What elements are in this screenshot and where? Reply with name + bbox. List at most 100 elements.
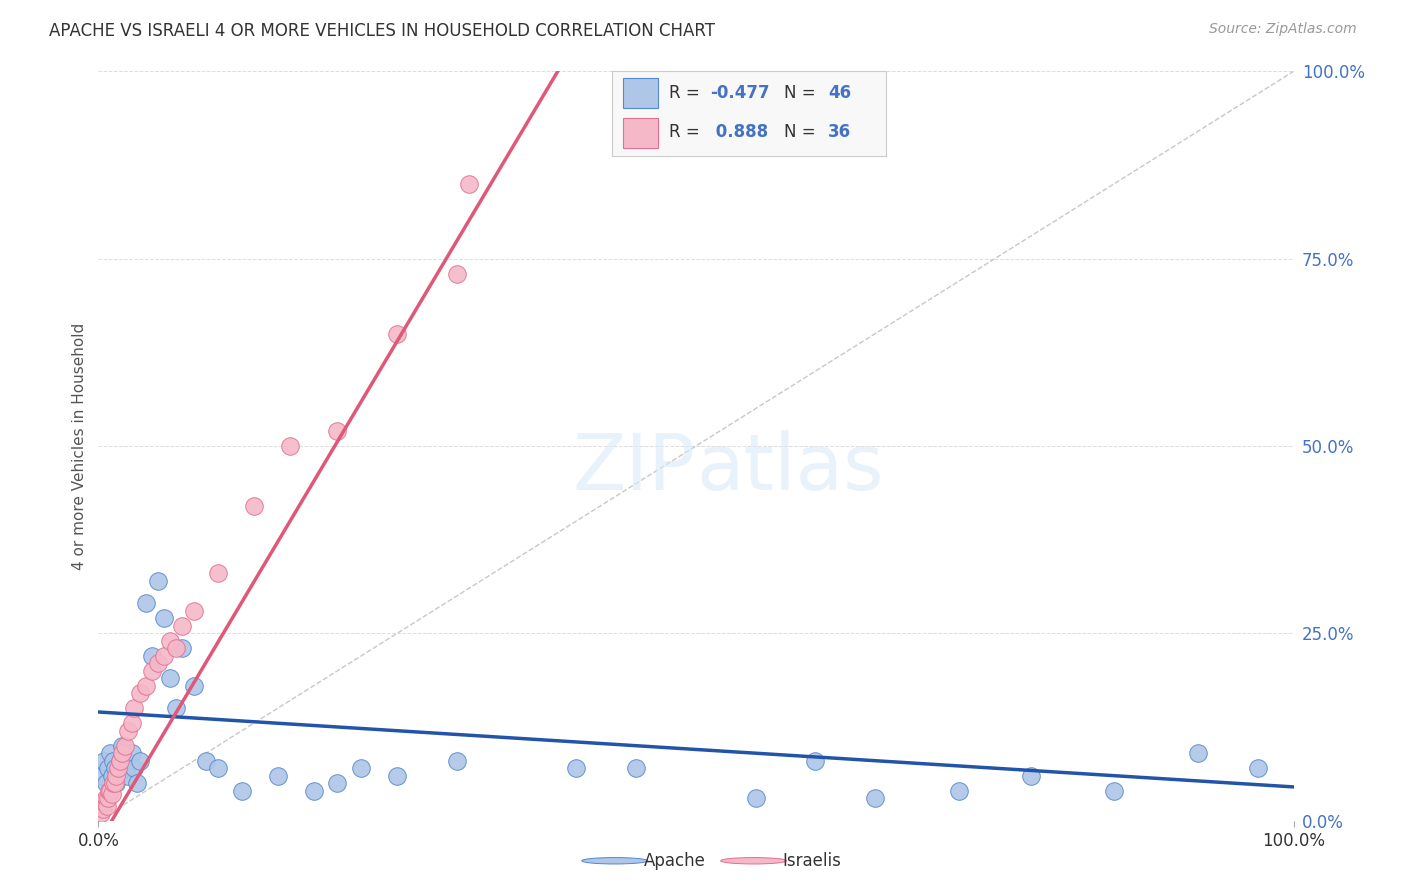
Point — [108, 754, 131, 768]
Text: R =: R = — [669, 123, 706, 141]
Text: APACHE VS ISRAELI 4 OR MORE VEHICLES IN HOUSEHOLD CORRELATION CHART: APACHE VS ISRAELI 4 OR MORE VEHICLES IN … — [49, 22, 716, 40]
Point — [97, 761, 120, 775]
Circle shape — [721, 857, 786, 864]
Point — [114, 761, 136, 775]
Point — [159, 633, 181, 648]
Point — [105, 769, 128, 783]
Point — [243, 499, 266, 513]
Point — [124, 761, 146, 775]
Text: 0.888: 0.888 — [710, 123, 769, 141]
Point — [231, 783, 253, 797]
Point — [90, 806, 112, 821]
Point — [302, 783, 325, 797]
Point — [111, 739, 134, 753]
Text: 36: 36 — [828, 123, 851, 141]
Point — [350, 761, 373, 775]
Point — [326, 776, 349, 790]
Point — [93, 754, 115, 768]
Point — [107, 769, 129, 783]
Point — [105, 776, 128, 790]
Point — [326, 424, 349, 438]
Point — [141, 648, 163, 663]
Point — [129, 686, 152, 700]
Point — [804, 754, 827, 768]
Text: Israelis: Israelis — [783, 852, 842, 870]
Point — [96, 798, 118, 813]
Point — [446, 267, 468, 281]
Point — [1247, 761, 1270, 775]
Point — [117, 769, 139, 783]
Point — [114, 739, 136, 753]
Text: -0.477: -0.477 — [710, 84, 770, 102]
Point — [101, 754, 124, 768]
Point — [165, 701, 187, 715]
Circle shape — [582, 857, 648, 864]
Point — [207, 761, 229, 775]
Text: Apache: Apache — [644, 852, 706, 870]
Point — [458, 177, 481, 191]
Point — [94, 776, 117, 790]
Point — [98, 783, 121, 797]
Point — [183, 604, 205, 618]
Point — [98, 746, 122, 760]
Point — [446, 754, 468, 768]
Bar — [623, 118, 658, 147]
Point — [129, 754, 152, 768]
Point — [93, 795, 115, 809]
Point — [135, 679, 157, 693]
Point — [385, 769, 409, 783]
Point — [1019, 769, 1042, 783]
Point — [948, 783, 970, 797]
Point — [172, 641, 194, 656]
Point — [115, 754, 138, 768]
Text: ZIP: ZIP — [574, 431, 696, 507]
Point — [98, 783, 122, 797]
Bar — [623, 78, 658, 108]
Point — [207, 566, 229, 581]
Point — [148, 657, 170, 671]
Text: N =: N = — [785, 84, 821, 102]
Point — [91, 769, 114, 783]
Point — [111, 746, 134, 760]
Point — [100, 788, 122, 802]
Point — [267, 769, 290, 783]
Point — [97, 791, 120, 805]
Point — [278, 439, 301, 453]
Y-axis label: 4 or more Vehicles in Household: 4 or more Vehicles in Household — [72, 322, 87, 570]
Point — [159, 671, 181, 685]
Point — [745, 791, 768, 805]
Point — [135, 596, 157, 610]
Point — [107, 761, 129, 775]
Point — [108, 754, 131, 768]
Point — [865, 791, 887, 805]
Point — [141, 664, 163, 678]
Point — [165, 641, 187, 656]
Text: atlas: atlas — [696, 431, 883, 507]
Point — [121, 746, 143, 760]
Text: Source: ZipAtlas.com: Source: ZipAtlas.com — [1209, 22, 1357, 37]
Point — [124, 701, 146, 715]
Point — [104, 776, 127, 790]
Point — [100, 769, 122, 783]
Point — [125, 776, 148, 790]
Point — [91, 802, 114, 816]
Point — [626, 761, 648, 775]
Point — [153, 611, 176, 625]
Point — [385, 326, 409, 341]
Point — [1104, 783, 1126, 797]
Point — [121, 716, 143, 731]
Text: 46: 46 — [828, 84, 851, 102]
Point — [104, 761, 127, 775]
Point — [195, 754, 218, 768]
Point — [91, 798, 114, 813]
Point — [94, 791, 117, 805]
Point — [565, 761, 588, 775]
Point — [183, 679, 205, 693]
Point — [153, 648, 176, 663]
Point — [101, 776, 124, 790]
Text: N =: N = — [785, 123, 821, 141]
Point — [148, 574, 170, 588]
Point — [117, 723, 139, 738]
Point — [1187, 746, 1209, 760]
Text: R =: R = — [669, 84, 706, 102]
